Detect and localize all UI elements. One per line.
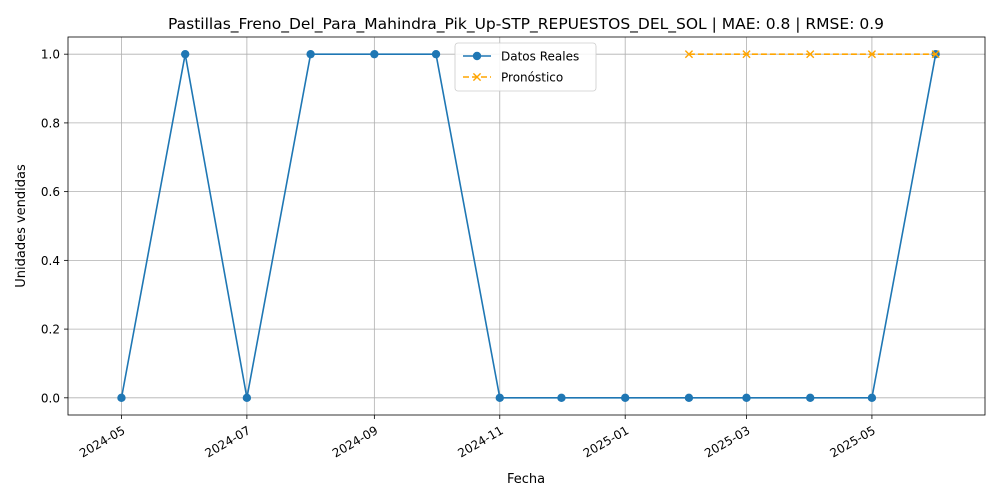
legend-entry-label: Pronóstico: [501, 71, 563, 85]
data-point: [180, 49, 190, 59]
data-point: [867, 393, 877, 403]
y-tick-label: 0.6: [41, 185, 60, 199]
y-tick-label: 0.0: [41, 391, 60, 405]
x-tick-label: 2024-05: [77, 423, 127, 460]
data-point: [684, 393, 694, 403]
data-point: [684, 50, 694, 59]
plot-frame: [67, 36, 986, 416]
axes: 0.0 0.2 0.4 0.6 0.8 1.0 2024-05 2024-07 2024-09 2…: [41, 36, 986, 460]
grid-lines: [68, 37, 985, 415]
x-tick-label: 2025-03: [702, 423, 752, 460]
data-point: [931, 50, 940, 59]
x-axis-label: Fecha: [507, 472, 545, 487]
data-point: [242, 393, 252, 403]
data-point: [431, 49, 441, 59]
data-point: [557, 393, 566, 403]
y-tick-label: 0.8: [41, 116, 60, 130]
chart-title: Pastillas_Freno_Del_Para_Mahindra_Pik_Up…: [168, 15, 884, 34]
x-tick-label: 2025-01: [581, 423, 631, 460]
y-axis-label: Unidades vendidas: [14, 164, 29, 288]
x-tick-label: 2025-05: [827, 423, 877, 460]
data-point: [806, 393, 815, 403]
plot-series: [117, 49, 940, 403]
x-tick-label: 2024-11: [455, 423, 505, 460]
legend-swatch-marker: [472, 51, 482, 61]
legend: Datos Reales Pronóstico: [454, 42, 597, 92]
y-tick-label: 0.4: [41, 254, 60, 268]
data-point: [742, 50, 751, 59]
y-tick-label: 0.2: [41, 323, 60, 337]
data-point: [495, 393, 504, 403]
data-point: [742, 393, 751, 403]
data-point: [117, 393, 126, 403]
data-point: [867, 50, 877, 59]
y-tick-label: 1.0: [41, 48, 60, 62]
legend-box: [454, 42, 597, 92]
data-point: [806, 50, 815, 59]
legend-swatch-marker: [472, 72, 482, 82]
legend-entry-label: Datos Reales: [501, 50, 579, 64]
data-point: [620, 393, 630, 403]
series-line-datos-reales: [120, 53, 937, 399]
x-tick-label: 2024-09: [330, 423, 380, 460]
data-point: [306, 49, 315, 59]
data-point: [370, 49, 379, 59]
x-tick-label: 2024-07: [202, 423, 252, 460]
